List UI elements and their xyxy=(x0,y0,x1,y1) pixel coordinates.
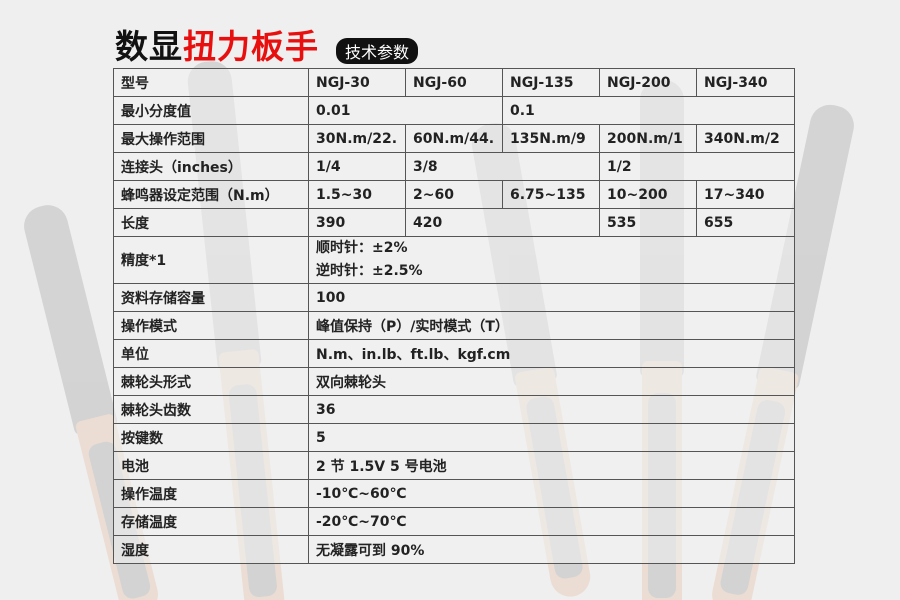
table-cell: 1/2 xyxy=(599,152,795,181)
table-row: 单位 N.m、in.lb、ft.lb、kgf.cm xyxy=(113,339,795,368)
row-label: 资料存储容量 xyxy=(113,283,309,312)
table-row: 型号 NGJ-30 NGJ-60 NGJ-135 NGJ-200 NGJ-340 xyxy=(113,68,795,97)
table-cell: 340N.m/2 xyxy=(696,124,795,153)
table-cell: NGJ-200 xyxy=(599,68,697,97)
row-label: 操作温度 xyxy=(113,479,309,508)
table-row: 资料存储容量 100 xyxy=(113,283,795,312)
table-cell: 36 xyxy=(308,395,795,424)
table-cell: 200N.m/1 xyxy=(599,124,697,153)
table-cell: N.m、in.lb、ft.lb、kgf.cm xyxy=(308,339,795,368)
table-row: 操作模式 峰值保持（P）/实时模式（T） xyxy=(113,311,795,340)
table-cell: 1/4 xyxy=(308,152,406,181)
row-label: 操作模式 xyxy=(113,311,309,340)
table-row: 长度 390 420 535 655 xyxy=(113,208,795,237)
table-row: 棘轮头齿数 36 xyxy=(113,395,795,424)
table-cell: 2 节 1.5V 5 号电池 xyxy=(308,451,795,480)
table-cell: 2~60 xyxy=(405,180,503,209)
row-label: 型号 xyxy=(113,68,309,97)
table-cell: 1.5~30 xyxy=(308,180,406,209)
page-title: 数显扭力板手 xyxy=(115,20,319,68)
table-row: 最小分度值 0.01 0.1 xyxy=(113,96,795,125)
table-row: 最大操作范围 30N.m/22. 60N.m/44. 135N.m/9 200N.m/1… xyxy=(113,124,795,153)
table-cell: NGJ-30 xyxy=(308,68,406,97)
table-cell: 30N.m/22. xyxy=(308,124,406,153)
table-cell: -20℃~70℃ xyxy=(308,507,795,536)
row-label: 蜂鸣器设定范围（N.m） xyxy=(113,180,309,209)
table-cell: -10℃~60℃ xyxy=(308,479,795,508)
table-row: 湿度 无凝露可到 90% xyxy=(113,535,795,564)
row-label: 存储温度 xyxy=(113,507,309,536)
table-cell: 100 xyxy=(308,283,795,312)
row-label: 精度*1 xyxy=(113,236,309,284)
table-cell: 峰值保持（P）/实时模式（T） xyxy=(308,311,795,340)
table-cell: NGJ-135 xyxy=(502,68,600,97)
table-cell: 顺时针：±2% 逆时针：±2.5% xyxy=(308,236,795,284)
table-cell: 0.1 xyxy=(502,96,795,125)
table-cell: 17~340 xyxy=(696,180,795,209)
row-label: 单位 xyxy=(113,339,309,368)
row-label: 连接头（inches） xyxy=(113,152,309,181)
table-row: 按键数 5 xyxy=(113,423,795,452)
row-label: 电池 xyxy=(113,451,309,480)
row-label: 棘轮头形式 xyxy=(113,367,309,396)
title-red: 扭力板手 xyxy=(183,27,319,66)
table-cell: 双向棘轮头 xyxy=(308,367,795,396)
table-cell: 420 xyxy=(405,208,600,237)
row-label: 长度 xyxy=(113,208,309,237)
table-cell: NGJ-60 xyxy=(405,68,503,97)
title-black: 数显 xyxy=(115,27,183,66)
table-row: 电池 2 节 1.5V 5 号电池 xyxy=(113,451,795,480)
table-cell: 655 xyxy=(696,208,795,237)
table-cell: 3/8 xyxy=(405,152,600,181)
table-row: 精度*1 顺时针：±2% 逆时针：±2.5% xyxy=(113,236,795,284)
row-label: 棘轮头齿数 xyxy=(113,395,309,424)
table-cell: 6.75~135 xyxy=(502,180,600,209)
spec-badge: 技术参数 xyxy=(336,38,419,64)
cell-line: 逆时针：±2.5% xyxy=(316,263,423,279)
row-label: 按键数 xyxy=(113,423,309,452)
table-row: 蜂鸣器设定范围（N.m） 1.5~30 2~60 6.75~135 10~200 17~3… xyxy=(113,180,795,209)
row-label: 最小分度值 xyxy=(113,96,309,125)
table-cell: 390 xyxy=(308,208,406,237)
table-cell: 无凝露可到 90% xyxy=(308,535,795,564)
spec-table: 型号 NGJ-30 NGJ-60 NGJ-135 NGJ-200 NGJ-340 最小分度值… xyxy=(113,68,795,564)
table-row: 存储温度 -20℃~70℃ xyxy=(113,507,795,536)
table-row: 连接头（inches） 1/4 3/8 1/2 xyxy=(113,152,795,181)
table-cell: 10~200 xyxy=(599,180,697,209)
table-cell: 5 xyxy=(308,423,795,452)
row-label: 湿度 xyxy=(113,535,309,564)
table-cell: 535 xyxy=(599,208,697,237)
table-cell: 135N.m/9 xyxy=(502,124,600,153)
table-cell: 0.01 xyxy=(308,96,503,125)
table-row: 棘轮头形式 双向棘轮头 xyxy=(113,367,795,396)
row-label: 最大操作范围 xyxy=(113,124,309,153)
cell-line: 顺时针：±2% xyxy=(316,240,408,256)
table-cell: 60N.m/44. xyxy=(405,124,503,153)
table-row: 操作温度 -10℃~60℃ xyxy=(113,479,795,508)
table-cell: NGJ-340 xyxy=(696,68,795,97)
